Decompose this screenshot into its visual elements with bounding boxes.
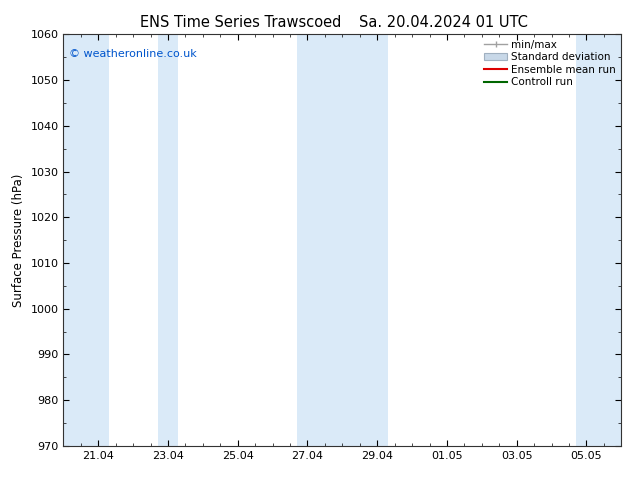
Bar	[157, 34, 179, 446]
Bar	[576, 34, 621, 446]
Bar	[297, 34, 388, 446]
Y-axis label: Surface Pressure (hPa): Surface Pressure (hPa)	[12, 173, 25, 307]
Legend: min/max, Standard deviation, Ensemble mean run, Controll run: min/max, Standard deviation, Ensemble me…	[484, 40, 616, 87]
Text: © weatheronline.co.uk: © weatheronline.co.uk	[69, 49, 197, 59]
Text: Sa. 20.04.2024 01 UTC: Sa. 20.04.2024 01 UTC	[359, 15, 528, 30]
Bar	[63, 34, 109, 446]
Text: ENS Time Series Trawscoed: ENS Time Series Trawscoed	[140, 15, 342, 30]
